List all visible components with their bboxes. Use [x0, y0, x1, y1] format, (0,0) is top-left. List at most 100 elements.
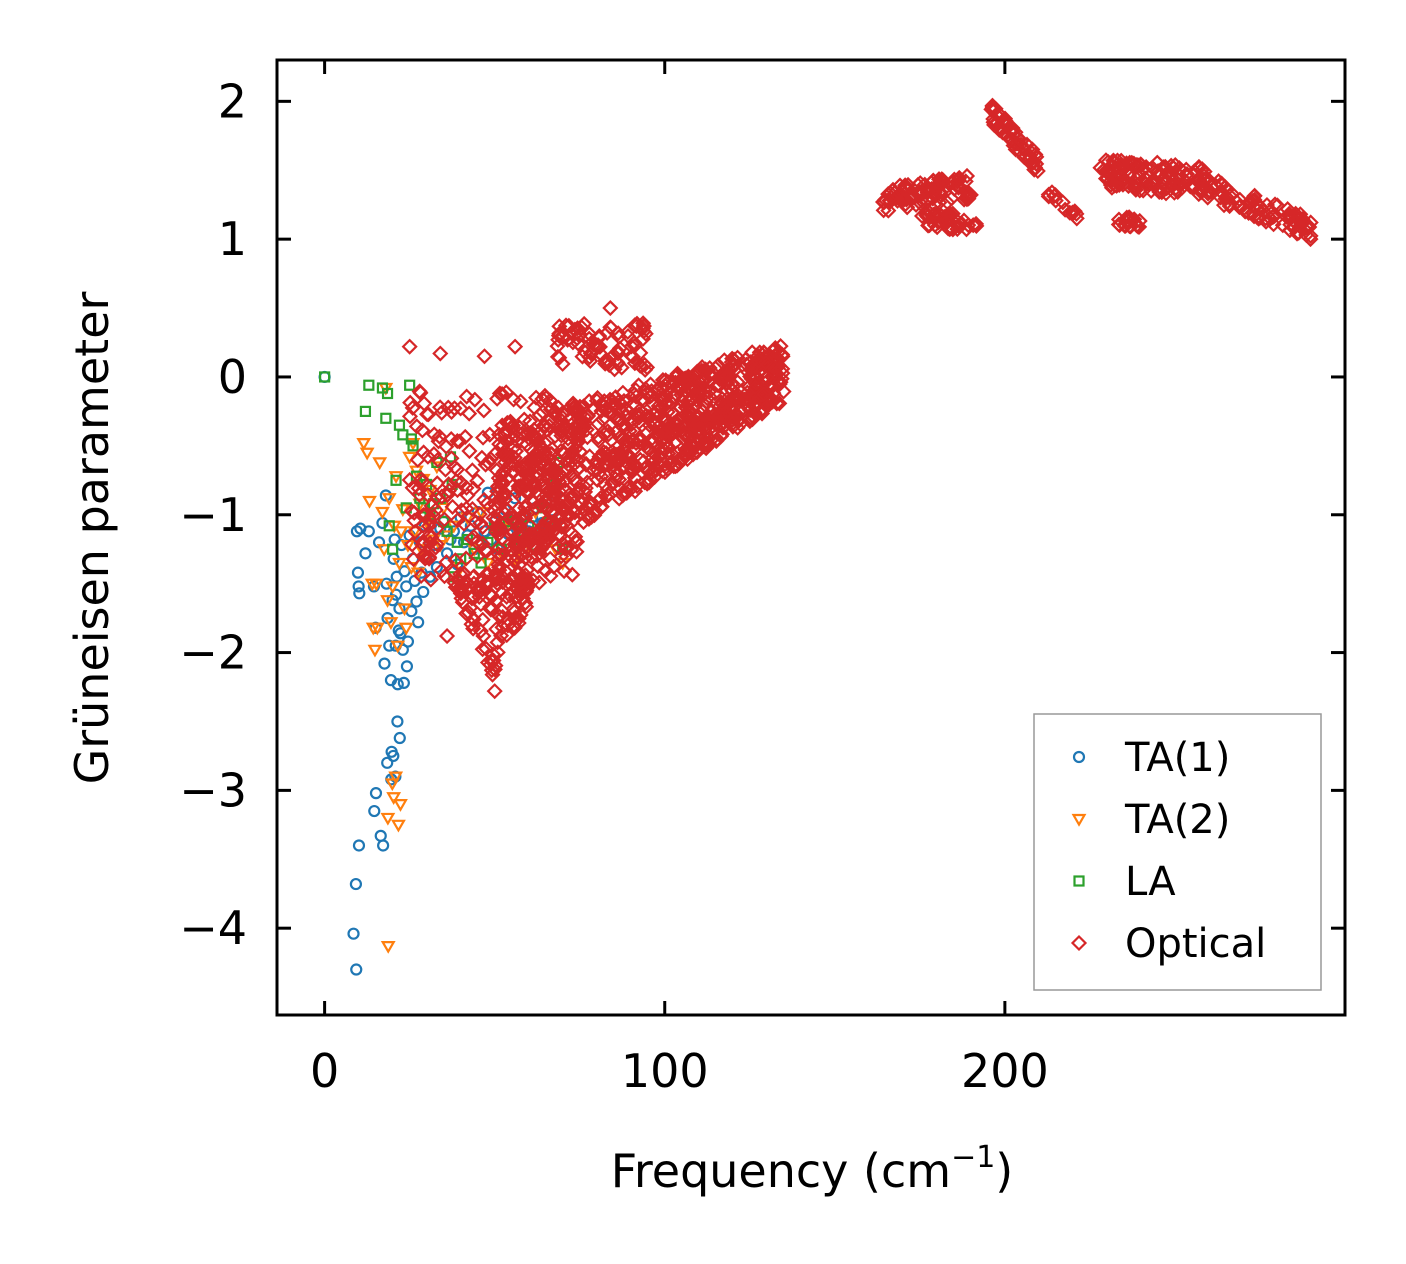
data-point [1124, 157, 1141, 174]
data-point [708, 433, 725, 450]
data-point [1029, 162, 1046, 180]
data-point [925, 172, 942, 189]
data-point [552, 467, 569, 484]
data-point [740, 391, 757, 409]
data-point [563, 525, 580, 542]
legend: TA(1) TA(2) LA Optical [1033, 713, 1322, 991]
data-point [564, 566, 581, 583]
data-point [555, 445, 573, 462]
data-point [380, 412, 392, 424]
data-point [475, 429, 492, 446]
legend-marker [1071, 813, 1087, 827]
data-point [537, 562, 554, 579]
data-point [1213, 175, 1230, 192]
data-point [1054, 194, 1071, 211]
data-point [1066, 203, 1083, 220]
data-point [425, 507, 442, 524]
data-point [446, 459, 463, 476]
legend-label: Optical [1125, 921, 1266, 967]
y-tick-label: 1 [218, 212, 247, 266]
data-point [1128, 156, 1145, 173]
data-point [519, 505, 536, 522]
plot-frame [275, 58, 1347, 1017]
data-point [431, 428, 448, 445]
data-point [742, 354, 759, 371]
data-point [538, 421, 555, 438]
data-point [1011, 142, 1028, 159]
data-point [464, 500, 481, 518]
data-point [468, 547, 480, 559]
data-point [694, 403, 712, 420]
data-point [393, 799, 408, 812]
data-point [655, 440, 672, 457]
data-point [469, 472, 486, 490]
data-point [634, 330, 652, 347]
data-point [882, 189, 899, 206]
data-point [745, 358, 762, 375]
data-point [417, 585, 430, 599]
data-point [407, 523, 424, 540]
data-point [639, 440, 656, 457]
data-point [415, 517, 432, 534]
data-point [474, 535, 491, 552]
data-point [380, 940, 396, 954]
data-point [410, 480, 427, 497]
data-point [563, 489, 580, 506]
data-point [542, 392, 559, 409]
data-point [496, 485, 513, 502]
data-point [643, 455, 661, 472]
data-point [1292, 206, 1309, 223]
data-point [724, 375, 741, 392]
data-point [455, 515, 473, 532]
data-point [365, 622, 381, 636]
data-point [490, 426, 508, 443]
data-point [600, 487, 617, 504]
data-point [350, 963, 363, 976]
y-tick-label: −3 [179, 763, 247, 817]
data-point [558, 495, 576, 513]
data-point [420, 518, 437, 535]
data-point [491, 385, 508, 402]
plot-area [318, 97, 1319, 976]
axes: 0 100 200 2 1 0 −1 −2 −3 −4 [179, 58, 1347, 1098]
data-point [597, 352, 614, 370]
data-point [510, 480, 528, 497]
data-point [388, 471, 404, 484]
data-point [444, 498, 461, 515]
data-point [701, 388, 718, 405]
data-point [557, 317, 575, 334]
data-point [1160, 163, 1177, 180]
legend-label: LA [1125, 859, 1176, 905]
data-point [602, 299, 619, 317]
data-point [774, 360, 791, 377]
data-point [534, 472, 551, 489]
data-point [550, 539, 567, 556]
data-point [721, 367, 738, 384]
data-point [390, 640, 406, 654]
data-point [488, 621, 505, 638]
data-point [483, 600, 500, 617]
data-point [1166, 184, 1183, 201]
y-tick-label: −1 [179, 488, 247, 542]
data-point [416, 395, 433, 412]
data-point [438, 487, 456, 504]
data-point [764, 393, 781, 410]
data-point [464, 587, 481, 604]
data-point [417, 550, 434, 567]
data-point [565, 471, 583, 488]
data-point [667, 434, 684, 451]
data-point [613, 359, 630, 376]
data-point [380, 577, 393, 590]
data-point [353, 587, 366, 600]
data-point [507, 338, 524, 355]
data-point [597, 457, 614, 474]
data-point [567, 528, 584, 545]
data-point [390, 474, 402, 486]
data-point [404, 536, 421, 553]
data-point [1192, 180, 1209, 197]
data-point [439, 627, 456, 645]
data-point [649, 403, 666, 420]
data-point [541, 481, 558, 498]
data-point [615, 484, 632, 501]
x-tick-label: 200 [961, 1044, 1049, 1098]
